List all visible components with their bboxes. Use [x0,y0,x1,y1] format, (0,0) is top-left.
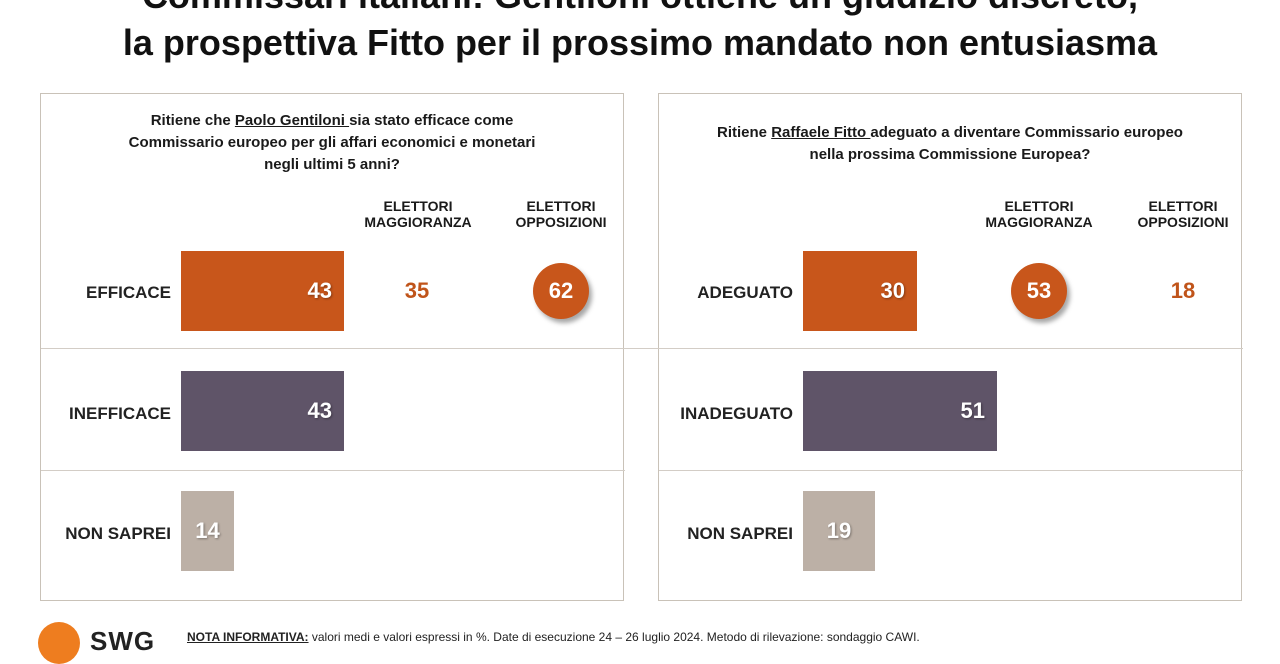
row-label: NON SAPREI [687,524,793,543]
gentiloni-question: Ritiene che Paolo Gentiloni sia stato ef… [41,110,623,176]
row-label: INEFFICACE [69,404,171,423]
question-line1-rest: adeguato a diventare Commissario europeo [870,124,1183,141]
row-divider [659,470,1243,471]
col-header-majority-line1: ELETTORI [383,198,453,214]
swg-logo-icon [38,622,80,664]
question-line1-rest: sia stato efficace come [349,112,514,129]
col-header-majority: ELETTORI MAGGIORANZA [348,198,488,230]
question-prefix: Ritiene che [150,112,235,129]
question-prefix: Ritiene [717,124,772,141]
question-line2: Commissario europeo per gli affari econo… [128,134,536,151]
row-divider [41,348,625,349]
col-header-majority-line1: ELETTORI [1004,198,1074,214]
row-label: INADEGUATO [680,404,793,423]
col-header-opposition: ELETTORI OPPOSIZIONI [491,198,631,230]
col-header-opposition-line2: OPPOSIZIONI [515,214,607,230]
bar-value-label: 30 [880,278,905,303]
fitto-panel: Ritiene Raffaele Fitto adeguato a divent… [625,93,1243,601]
bar: 30 [803,251,917,331]
col-header-majority: ELETTORI MAGGIORANZA [969,198,1109,230]
majority-value-circle: 53 [1011,263,1067,319]
majority-value: 35 [404,278,430,303]
bar-value-label: 51 [960,398,985,423]
col-header-opposition: ELETTORI OPPOSIZIONI [1113,198,1253,230]
page-title-line-1: Commissari italiani: Gentiloni ottiene u… [0,0,1280,18]
row-divider [625,348,1243,349]
bar: 14 [181,491,234,571]
question-name: Paolo Gentiloni [234,112,350,129]
bar-value-label: 19 [826,518,852,543]
opposition-value-circle: 62 [533,263,589,319]
col-header-majority-line2: MAGGIORANZA [364,214,472,230]
gentiloni-panel: Ritiene che Paolo Gentiloni sia stato ef… [40,93,625,601]
row-label: NON SAPREI [65,524,171,543]
bar: 43 [181,251,344,331]
col-header-majority-line2: MAGGIORANZA [985,214,1093,230]
note-text: valori medi e valori espressi in %. Date… [308,630,920,644]
methodology-note: NOTA INFORMATIVA: valori medi e valori e… [187,630,920,644]
col-header-opposition-line2: OPPOSIZIONI [1137,214,1229,230]
question-name: Raffaele Fitto [771,124,871,141]
bar-value-label: 43 [307,398,332,423]
question-line3: negli ultimi 5 anni? [264,156,400,173]
bar: 19 [803,491,875,571]
row-label: ADEGUATO [697,283,793,302]
page-title-line-2: la prospettiva Fitto per il prossimo man… [122,22,1158,63]
swg-logo-text: SWG [90,626,156,656]
row-label: EFFICACE [86,283,171,302]
bar-value-label: 14 [195,518,220,543]
note-label: NOTA INFORMATIVA: [187,630,309,644]
question-line2: nella prossima Commissione Europea? [809,146,1091,163]
col-header-opposition-line1: ELETTORI [1148,198,1218,214]
col-header-opposition-line1: ELETTORI [526,198,596,214]
footer: SWG NOTA INFORMATIVA: valori medi e valo… [0,612,1280,664]
bar: 51 [803,371,997,451]
bar: 43 [181,371,344,451]
fitto-question: Ritiene Raffaele Fitto adeguato a divent… [659,122,1241,166]
row-divider [41,470,625,471]
opposition-value: 18 [1170,278,1196,303]
bar-value-label: 43 [307,278,332,303]
